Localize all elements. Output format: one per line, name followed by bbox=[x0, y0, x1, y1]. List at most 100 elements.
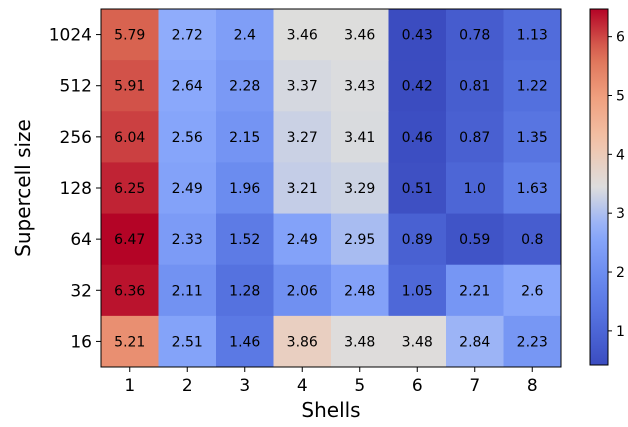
heatmap-cell bbox=[446, 264, 504, 317]
cell-value-label: 1.35 bbox=[517, 130, 548, 146]
cell-value-label: 3.37 bbox=[287, 79, 318, 95]
cell-value-label: 6.47 bbox=[114, 232, 145, 248]
heatmap-cell bbox=[216, 213, 274, 266]
heatmap-cell bbox=[446, 9, 504, 61]
y-tick-label: 512 bbox=[60, 77, 92, 97]
x-axis-title: Shells bbox=[301, 398, 360, 422]
heatmap-cell bbox=[331, 60, 389, 112]
heatmap-cell bbox=[101, 60, 159, 112]
heatmap-cells bbox=[101, 9, 562, 368]
cell-value-label: 6.04 bbox=[114, 130, 145, 146]
heatmap-cell bbox=[101, 213, 159, 266]
heatmap-cell bbox=[273, 162, 332, 215]
heatmap-cell bbox=[101, 162, 159, 215]
x-tick-label: 6 bbox=[412, 376, 423, 396]
heatmap-cell bbox=[331, 213, 389, 266]
cell-value-label: 0.8 bbox=[521, 232, 543, 248]
heatmap-cell bbox=[388, 264, 447, 317]
cell-value-label: 3.46 bbox=[287, 28, 318, 44]
cell-value-label: 2.11 bbox=[172, 283, 203, 299]
cell-value-label: 0.81 bbox=[459, 79, 490, 95]
x-axis-ticks: 1 2 3 4 5 6 7 8 bbox=[124, 367, 538, 396]
heatmap-cell bbox=[101, 111, 159, 163]
cell-value-label: 2.6 bbox=[521, 283, 543, 299]
heatmap-cell bbox=[273, 264, 332, 317]
heatmap-cell bbox=[388, 213, 447, 266]
cell-value-label: 2.23 bbox=[517, 334, 548, 350]
colorbar-tick-label: 2 bbox=[616, 265, 625, 281]
cell-value-label: 2.49 bbox=[172, 181, 203, 197]
heatmap-cell bbox=[503, 60, 562, 112]
cell-value-label: 5.79 bbox=[114, 28, 145, 44]
heatmap-cell bbox=[503, 264, 562, 317]
heatmap-cell bbox=[158, 264, 217, 317]
colorbar-tick-label: 3 bbox=[616, 206, 625, 222]
cell-value-label: 3.29 bbox=[344, 181, 375, 197]
heatmap-cell bbox=[158, 60, 217, 112]
cell-value-label: 1.0 bbox=[464, 181, 486, 197]
cell-value-label: 5.91 bbox=[114, 79, 145, 95]
heatmap-cell bbox=[388, 111, 447, 163]
heatmap-cell bbox=[101, 264, 159, 317]
heatmap-cell bbox=[503, 9, 562, 61]
cell-value-label: 0.89 bbox=[402, 232, 433, 248]
cell-value-label: 3.46 bbox=[344, 28, 375, 44]
heatmap-cell bbox=[446, 213, 504, 266]
cell-value-label: 2.95 bbox=[344, 232, 375, 248]
colorbar-tick-label: 4 bbox=[616, 147, 625, 163]
heatmap-cell bbox=[216, 162, 274, 215]
heatmap-cell bbox=[101, 9, 159, 61]
cell-value-label: 0.78 bbox=[459, 28, 490, 44]
y-tick-label: 32 bbox=[70, 281, 92, 301]
heatmap-cell bbox=[273, 213, 332, 266]
heatmap-cell bbox=[331, 264, 389, 317]
heatmap-cell bbox=[331, 111, 389, 163]
heatmap-cell bbox=[158, 9, 217, 61]
heatmap-cell bbox=[273, 9, 332, 61]
cell-value-label: 3.41 bbox=[344, 130, 375, 146]
heatmap-cell bbox=[158, 162, 217, 215]
cell-value-label: 0.42 bbox=[402, 79, 433, 95]
y-tick-label: 1024 bbox=[49, 26, 92, 46]
cell-value-label: 3.86 bbox=[287, 334, 318, 350]
x-tick-label: 5 bbox=[354, 376, 365, 396]
cell-value-label: 5.21 bbox=[114, 334, 145, 350]
heatmap-cell bbox=[158, 315, 217, 368]
heatmap-cell bbox=[273, 315, 332, 368]
cell-value-label: 3.27 bbox=[287, 130, 318, 146]
heatmap-cell bbox=[388, 315, 447, 368]
x-tick-label: 7 bbox=[469, 376, 480, 396]
heatmap-cell bbox=[331, 9, 389, 61]
cell-value-label: 2.48 bbox=[344, 283, 375, 299]
heatmap-cell bbox=[273, 111, 332, 163]
cell-value-label: 1.52 bbox=[229, 232, 260, 248]
cell-value-label: 1.96 bbox=[229, 181, 260, 197]
heatmap-cell bbox=[331, 315, 389, 368]
cell-value-label: 0.87 bbox=[459, 130, 490, 146]
heatmap-cell bbox=[388, 162, 447, 215]
cell-value-label: 6.25 bbox=[114, 181, 145, 197]
cell-value-label: 2.64 bbox=[172, 79, 203, 95]
cell-value-label: 2.72 bbox=[172, 28, 203, 44]
heatmap-cell bbox=[446, 111, 504, 163]
heatmap-cell bbox=[503, 315, 562, 368]
heatmap-cell bbox=[446, 315, 504, 368]
heatmap-cell bbox=[388, 60, 447, 112]
y-tick-label: 64 bbox=[70, 230, 92, 250]
y-axis-title: Supercell size bbox=[11, 119, 35, 257]
cell-value-label: 3.21 bbox=[287, 181, 318, 197]
colorbar-tick-label: 1 bbox=[616, 324, 625, 340]
cell-value-label: 0.43 bbox=[402, 28, 433, 44]
cell-value-label: 1.13 bbox=[517, 28, 548, 44]
heatmap-cell bbox=[503, 111, 562, 163]
heatmap-cell bbox=[216, 264, 274, 317]
y-axis-ticks: 1024 512 256 128 64 32 16 bbox=[49, 26, 101, 352]
heatmap-cell bbox=[388, 9, 447, 61]
cell-value-label: 0.46 bbox=[402, 130, 433, 146]
x-tick-label: 4 bbox=[297, 376, 308, 396]
colorbar bbox=[589, 8, 609, 366]
cell-value-label: 2.28 bbox=[229, 79, 260, 95]
colorbar-tick-label: 5 bbox=[616, 88, 625, 104]
cell-value-label: 1.63 bbox=[517, 181, 548, 197]
